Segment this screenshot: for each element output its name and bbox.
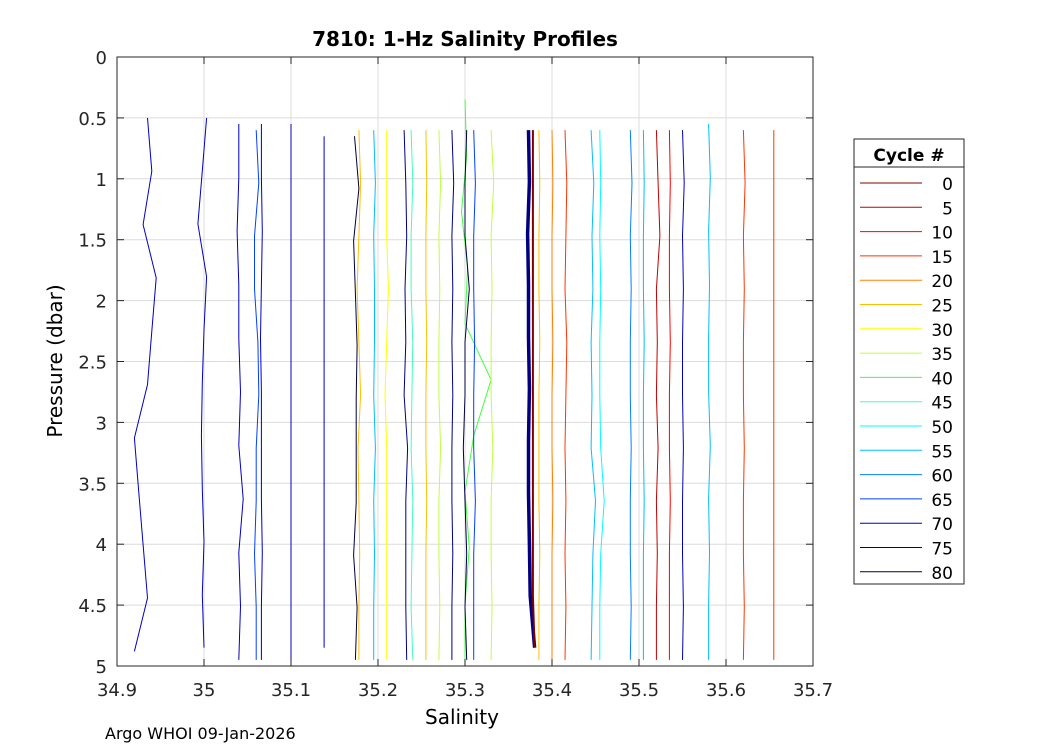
- profile-line-p15: [438, 130, 442, 660]
- profile-line-p25: [564, 130, 568, 660]
- x-axis-label: Salinity: [425, 705, 499, 729]
- y-tick-label: 0: [96, 48, 107, 69]
- legend-label-20: 20: [931, 272, 953, 292]
- profile-line-p12: [403, 130, 409, 660]
- y-tick-label: 2: [96, 292, 107, 313]
- x-tick-label: 35.3: [445, 680, 485, 701]
- profile-line-p32: [682, 130, 685, 660]
- profile-line-p29: [642, 130, 645, 660]
- profile-line-p16: [451, 130, 455, 660]
- legend-label-15: 15: [931, 248, 953, 268]
- profile-line-p24: [551, 130, 554, 660]
- y-tick-label: 1: [96, 170, 107, 191]
- legend-label-5: 5: [942, 199, 953, 219]
- legend-label-50: 50: [931, 418, 953, 438]
- legend-label-30: 30: [931, 321, 953, 341]
- legend-title: Cycle #: [873, 146, 944, 166]
- profile-line-p20: [490, 130, 495, 660]
- x-tick-label: 35.4: [532, 680, 572, 701]
- profile-line-p14: [425, 130, 428, 660]
- legend-label-40: 40: [931, 369, 953, 389]
- y-tick-label: 5: [96, 657, 107, 678]
- profile-line-p22: [531, 130, 536, 648]
- profile-line-p34: [742, 130, 746, 660]
- profile-line-p19: [462, 130, 470, 660]
- legend-label-70: 70: [931, 515, 953, 535]
- legend-label-0: 0: [942, 175, 953, 195]
- y-tick-label: 0.5: [78, 109, 107, 130]
- y-tick-label: 4.5: [78, 596, 107, 617]
- y-tick-label: 1.5: [78, 231, 107, 252]
- profile-line-p04: [254, 130, 260, 660]
- x-tick-label: 35: [193, 680, 216, 701]
- legend-label-65: 65: [931, 491, 953, 511]
- legend-box: [853, 138, 965, 585]
- profile-line-p27: [599, 130, 605, 660]
- y-tick-label: 3: [96, 413, 107, 434]
- profile-line-p02: [197, 117, 208, 648]
- x-tick-label: 34.9: [97, 680, 137, 701]
- y-axis-ticks: 0 0.5 1 1.5 2 2.5 3 3.5 4 4.5 5: [78, 48, 813, 678]
- y-axis-label: Pressure (dbar): [43, 284, 67, 437]
- y-tick-label: 3.5: [78, 474, 107, 495]
- x-tick-label: 35.2: [358, 680, 398, 701]
- profile-line-p13: [410, 130, 414, 660]
- profile-line-p01: [133, 117, 157, 652]
- x-tick-label: 35.6: [706, 680, 746, 701]
- legend-label-45: 45: [931, 394, 953, 414]
- plot-area: 34.9 35 35.1 35.2 35.3 35.4 35.5 35.6 35.7 00.51…: [78, 48, 833, 701]
- profile-line-p33: [708, 123, 711, 660]
- y-tick-label: 4: [96, 535, 107, 556]
- chart-title: 7810: 1-Hz Salinity Profiles: [312, 27, 618, 51]
- footer-credit: Argo WHOI 09-Jan-2026: [105, 724, 296, 743]
- legend-label-60: 60: [931, 467, 953, 487]
- x-tick-label: 35.1: [271, 680, 311, 701]
- profile-line-p23: [538, 130, 541, 660]
- profile-line-p31: [668, 130, 671, 660]
- legend-items: 0 5 10 15 20 25 30 35 40 45 50 55 60 65 70 75 80: [860, 175, 953, 584]
- data-series: [133, 99, 775, 660]
- profile-line-p08: [353, 136, 360, 660]
- legend-label-55: 55: [931, 442, 953, 462]
- profile-line-p18: [473, 130, 476, 660]
- legend-label-10: 10: [931, 224, 953, 244]
- legend: Cycle # 0 5 10 15 20 25 30 35 40 45 50 55 60 65 70 75 80: [853, 138, 965, 585]
- legend-label-25: 25: [931, 297, 953, 317]
- legend-label-75: 75: [931, 540, 953, 560]
- x-tick-label: 35.5: [619, 680, 659, 701]
- profile-line-p30: [655, 130, 661, 660]
- profile-line-p26: [590, 130, 596, 660]
- profile-line-p05: [260, 124, 263, 660]
- profile-line-p03: [236, 124, 244, 660]
- legend-label-35: 35: [931, 345, 953, 365]
- profile-line-p21: [525, 130, 537, 648]
- profile-line-p10: [373, 130, 376, 660]
- profile-line-p11: [384, 130, 389, 660]
- x-axis-ticks: 34.9 35 35.1 35.2 35.3 35.4 35.5 35.6 35.7: [97, 57, 833, 701]
- y-tick-label: 2.5: [78, 353, 107, 374]
- x-tick-label: 35.7: [793, 680, 833, 701]
- legend-label-80: 80: [931, 564, 953, 584]
- profile-line-p09: [356, 130, 362, 660]
- profile-line-p28: [629, 130, 633, 660]
